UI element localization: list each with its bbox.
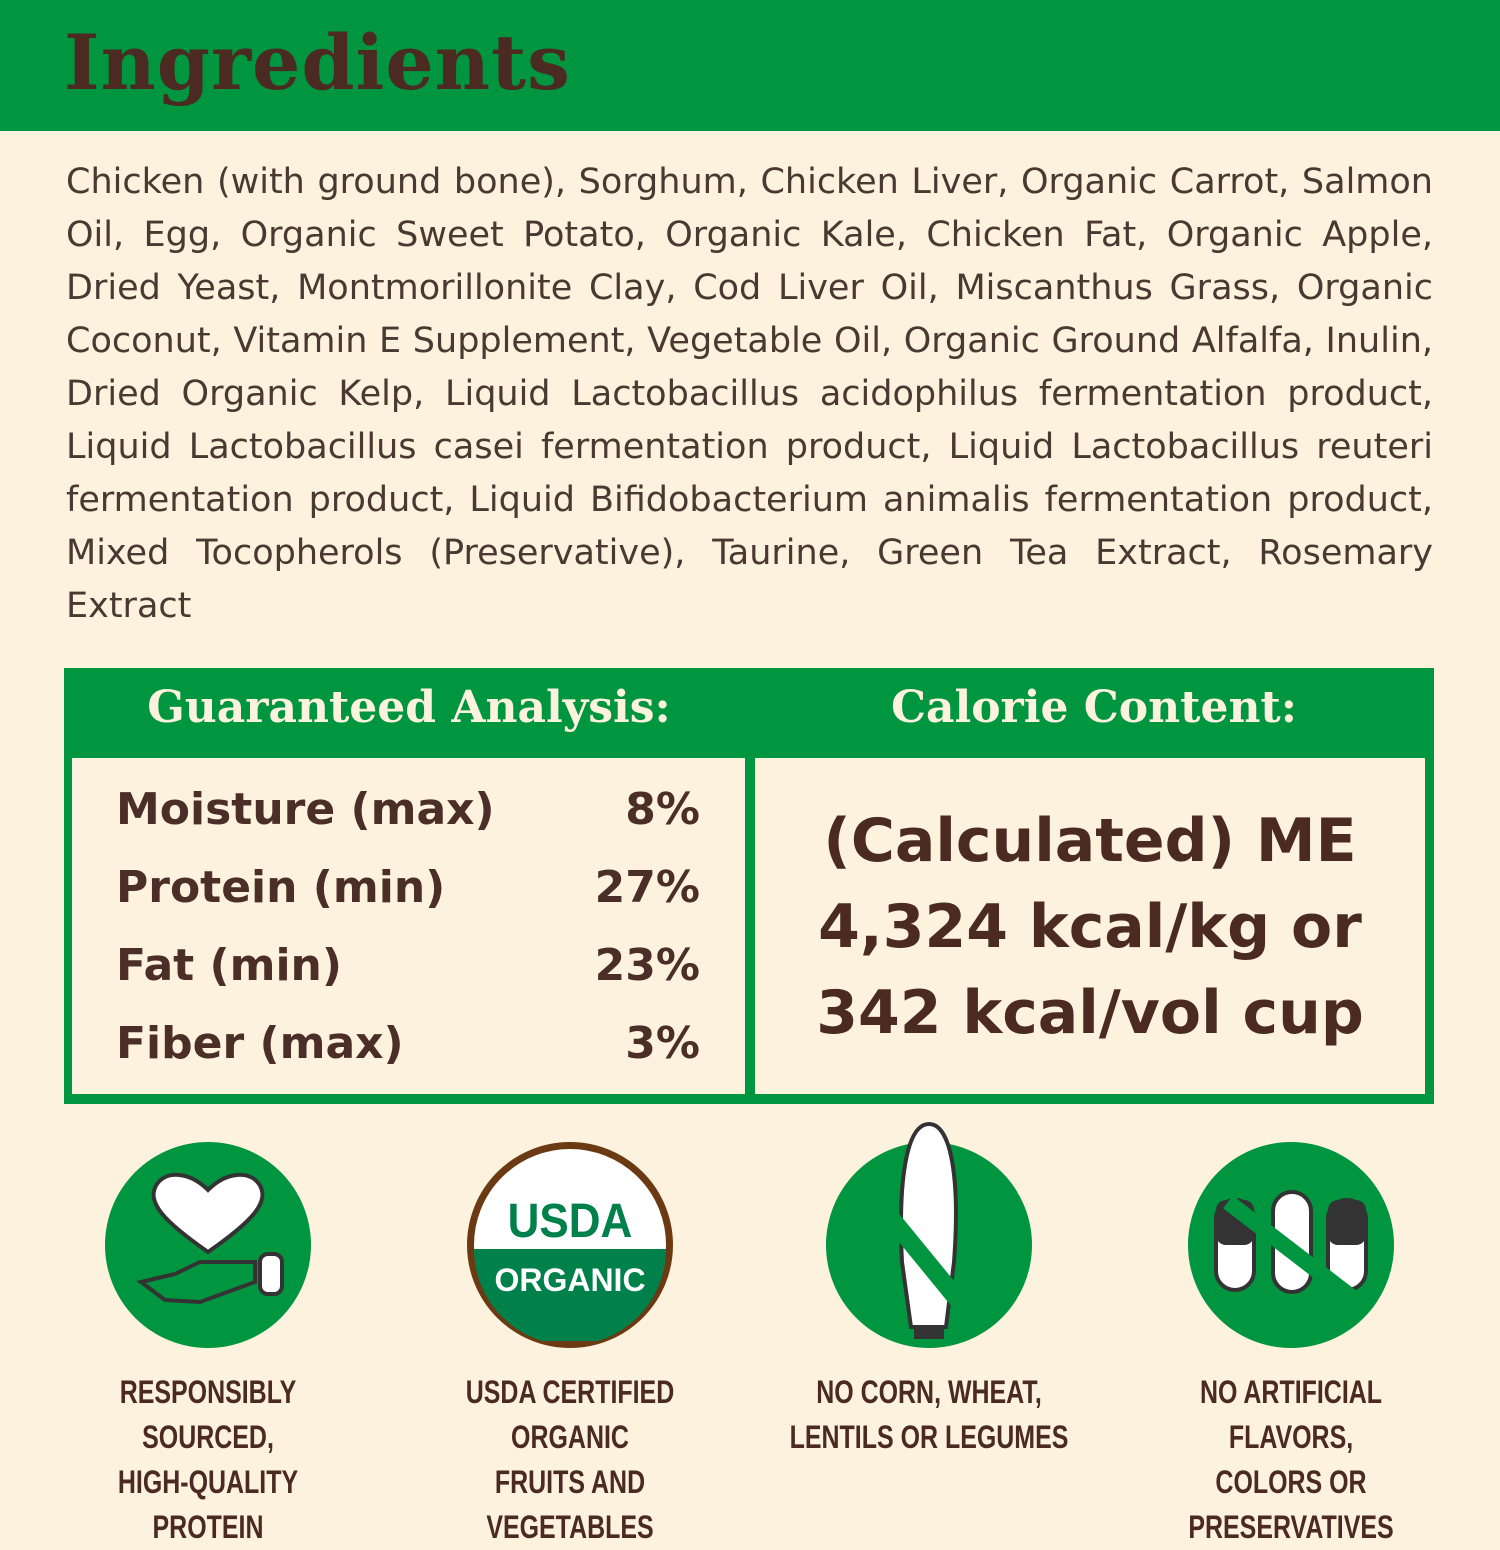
header-banner: Ingredients [0, 0, 1500, 131]
seal-text-top: USDA [508, 1193, 633, 1247]
calorie-text: (Calculated) ME 4,324 kcal/kg or 342 kca… [755, 798, 1425, 1056]
analysis-row: Moisture (max) 8% [116, 784, 700, 835]
row-value: 3% [625, 1018, 700, 1069]
calorie-line: (Calculated) ME [823, 806, 1357, 876]
label-line: HIGH-QUALITY PROTEIN [117, 1464, 299, 1545]
analysis-row: Fiber (max) 3% [116, 1018, 700, 1069]
calorie-title: Calorie Content: [890, 682, 1298, 733]
analysis-row: Fat (min) 23% [116, 940, 700, 991]
badge-label: RESPONSIBLY SOURCED, HIGH-QUALITY PROTEIN [60, 1370, 356, 1550]
analysis-row: Protein (min) 27% [116, 862, 700, 913]
row-value: 8% [625, 784, 700, 835]
usda-organic-seal: USDA ORGANIC [467, 1142, 673, 1348]
row-label: Protein (min) [116, 862, 446, 913]
badge-label: NO ARTIFICIAL FLAVORS, COLORS OR PRESERVA… [1143, 1370, 1439, 1550]
row-value: 23% [594, 940, 700, 991]
label-line: USDA CERTIFIED ORGANIC [465, 1374, 675, 1455]
seal-text-bottom: ORGANIC [494, 1262, 645, 1298]
row-value: 27% [594, 862, 700, 913]
badge-label: USDA CERTIFIED ORGANIC FRUITS AND VEGETAB… [422, 1370, 718, 1550]
no-corn-icon [826, 1121, 1032, 1348]
label-line: NO ARTIFICIAL FLAVORS, [1199, 1374, 1383, 1455]
calorie-line: 4,324 kcal/kg or [818, 892, 1362, 962]
analysis-title: Guaranteed Analysis: [147, 682, 671, 733]
no-capsules-icon [1188, 1142, 1394, 1348]
label-line: RESPONSIBLY SOURCED, [119, 1374, 297, 1455]
label-line: NO CORN, WHEAT, [816, 1374, 1042, 1410]
row-label: Fat (min) [116, 940, 342, 991]
calorie-panel: (Calculated) ME 4,324 kcal/kg or 342 kca… [755, 758, 1425, 1094]
heart-hand-icon [105, 1142, 311, 1348]
page-title: Ingredients [64, 18, 571, 107]
calorie-line: 342 kcal/vol cup [816, 978, 1364, 1048]
label-line: COLORS OR PRESERVATIVES [1188, 1464, 1394, 1545]
nutrition-box: Guaranteed Analysis: Calorie Content: Mo… [64, 668, 1434, 1104]
row-label: Fiber (max) [116, 1018, 404, 1069]
ingredients-list: Chicken (with ground bone), Sorghum, Chi… [66, 162, 1433, 626]
badge-label: NO CORN, WHEAT, LENTILS OR LEGUMES [781, 1370, 1077, 1460]
label-line: LENTILS OR LEGUMES [789, 1419, 1069, 1455]
label-line: FRUITS AND VEGETABLES [486, 1464, 654, 1545]
analysis-panel: Moisture (max) 8% Protein (min) 27% Fat (m… [72, 758, 745, 1094]
row-label: Moisture (max) [116, 784, 495, 835]
